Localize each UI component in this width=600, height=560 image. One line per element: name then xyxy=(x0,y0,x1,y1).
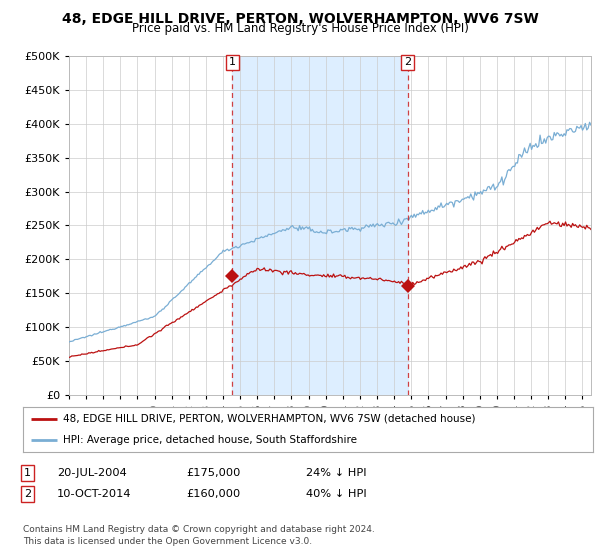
Text: £160,000: £160,000 xyxy=(186,489,240,499)
Text: Contains HM Land Registry data © Crown copyright and database right 2024.: Contains HM Land Registry data © Crown c… xyxy=(23,525,374,534)
Text: £175,000: £175,000 xyxy=(186,468,241,478)
Text: This data is licensed under the Open Government Licence v3.0.: This data is licensed under the Open Gov… xyxy=(23,537,312,546)
Text: 10-OCT-2014: 10-OCT-2014 xyxy=(57,489,131,499)
Text: Price paid vs. HM Land Registry's House Price Index (HPI): Price paid vs. HM Land Registry's House … xyxy=(131,22,469,35)
Text: 2: 2 xyxy=(404,57,411,67)
Text: 24% ↓ HPI: 24% ↓ HPI xyxy=(306,468,367,478)
Text: 40% ↓ HPI: 40% ↓ HPI xyxy=(306,489,367,499)
Text: 1: 1 xyxy=(24,468,31,478)
Text: 20-JUL-2004: 20-JUL-2004 xyxy=(57,468,127,478)
Text: 1: 1 xyxy=(229,57,236,67)
Text: HPI: Average price, detached house, South Staffordshire: HPI: Average price, detached house, Sout… xyxy=(63,435,356,445)
Bar xyxy=(232,56,407,395)
Text: 48, EDGE HILL DRIVE, PERTON, WOLVERHAMPTON, WV6 7SW (detached house): 48, EDGE HILL DRIVE, PERTON, WOLVERHAMPT… xyxy=(63,414,475,424)
Text: 2: 2 xyxy=(24,489,31,499)
Text: 48, EDGE HILL DRIVE, PERTON, WOLVERHAMPTON, WV6 7SW: 48, EDGE HILL DRIVE, PERTON, WOLVERHAMPT… xyxy=(62,12,538,26)
